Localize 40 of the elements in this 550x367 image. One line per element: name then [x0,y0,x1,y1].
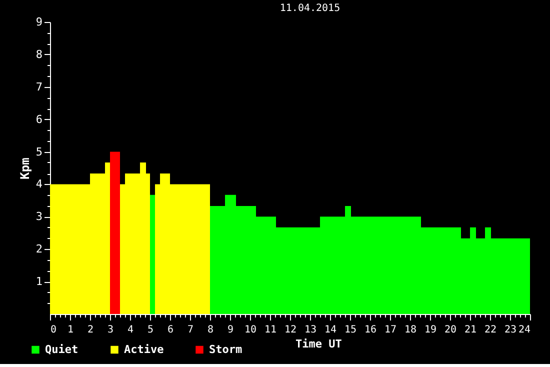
x-tick-label: 19 [424,324,437,336]
x-tick-label: 20 [444,324,457,336]
x-tick-label: 7 [187,324,194,336]
legend-label: Quiet [45,342,78,356]
y-tick-label: 8 [36,48,42,61]
x-tick-label: 11 [264,324,277,336]
y-tick-label: 7 [36,80,42,94]
y-tick-label: 6 [36,112,42,126]
x-tick-label: 17 [384,324,397,336]
x-tick-label: 18 [404,324,417,336]
x-tick-label: 5 [147,324,154,336]
x-tick-label: 24 [518,324,530,336]
x-tick-label: 22 [484,324,497,336]
y-tick-label: 4 [36,178,43,191]
x-tick-label: 23 [504,324,517,336]
x-axis-title: Time UT [296,338,342,350]
y-axis-title: Kpm [18,158,32,180]
x-tick-label: 2 [87,324,94,336]
x-tick-label: 14 [324,324,337,336]
x-tick-label: 0 [50,324,57,336]
y-tick-label: 3 [36,210,42,224]
y-tick-label: 5 [36,145,42,158]
y-tick-label: 9 [36,16,42,28]
x-tick-label: 1 [67,324,74,336]
x-tick-label: 3 [107,324,114,336]
legend-label: Active [124,342,164,356]
y-tick-label: 2 [36,242,42,256]
x-tick-label: 6 [167,324,174,336]
x-tick-label: 4 [127,324,134,336]
legend-label: Storm [209,342,242,356]
x-tick-label: 21 [464,324,477,336]
chart-title: 11.04.2015 [280,3,340,14]
x-tick-label: 16 [364,324,377,336]
x-tick-label: 8 [207,324,214,336]
x-tick-label: 15 [344,324,357,336]
x-tick-label: 13 [304,324,317,336]
x-tick-label: 12 [284,324,297,336]
y-tick-label: 1 [36,275,42,288]
x-tick-label: 9 [227,324,234,336]
x-tick-label: 10 [244,324,257,336]
